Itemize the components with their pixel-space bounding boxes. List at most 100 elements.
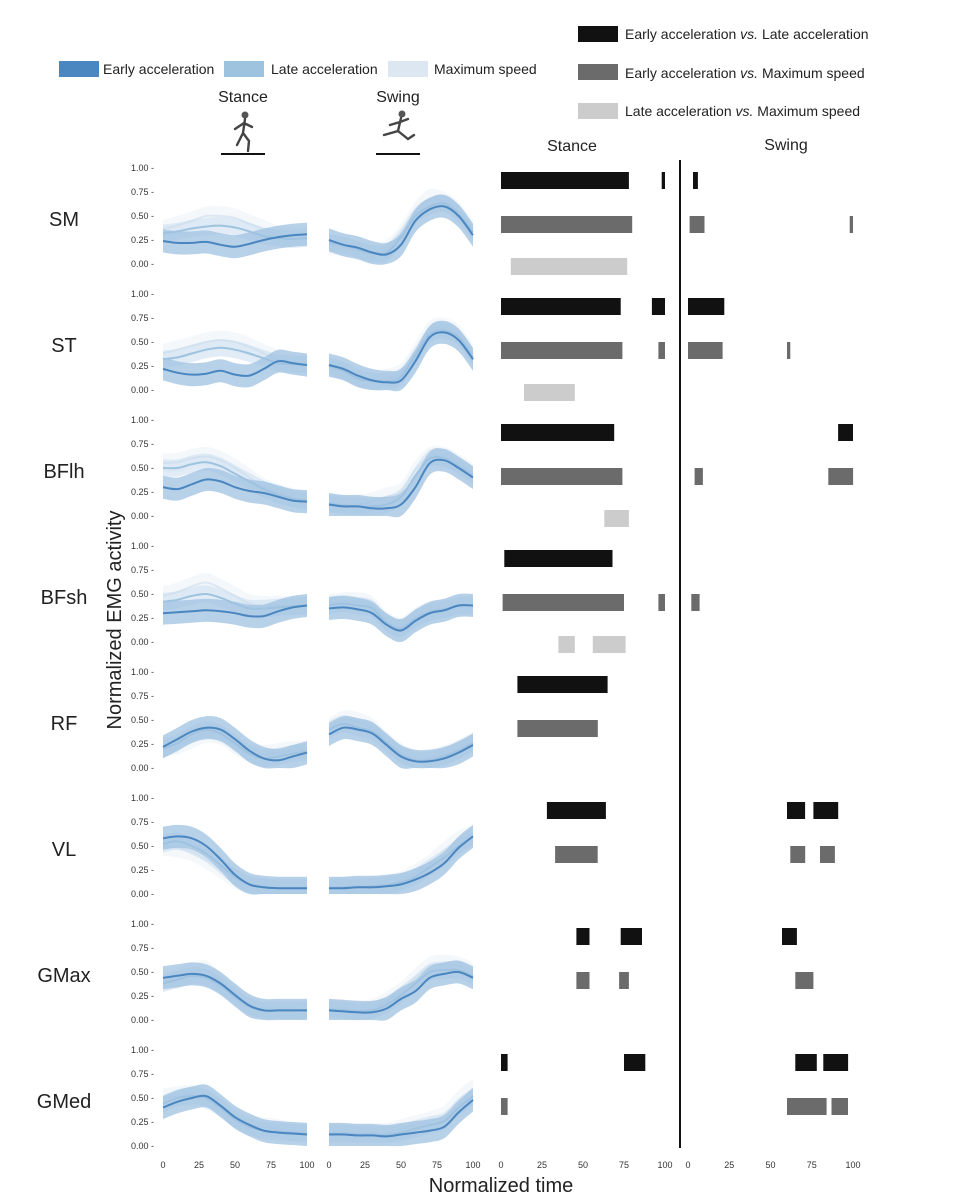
stats-swatch-2 (578, 64, 618, 80)
x-tick-label: 50 (765, 1160, 775, 1170)
significance-bar (787, 342, 791, 359)
stance-header-right: Stance (547, 138, 597, 155)
significance-bar (576, 928, 590, 945)
significance-bar (504, 550, 613, 567)
y-tick-label: 0.00 - (131, 1141, 154, 1151)
emg-band-early (329, 194, 473, 265)
significance-bar (501, 424, 615, 441)
emg-line-early (162, 835, 307, 890)
stats-legend: Early acceleration vs. Late acceleration… (578, 26, 869, 119)
muscle-row-st: ST 0.00 - 0.25 - 0.50 - 0.75 - 1.00 - (51, 289, 791, 401)
significance-bar (688, 298, 725, 315)
significance-bar (661, 172, 665, 189)
y-tick-label: 1.00 - (131, 163, 154, 173)
significance-bar (517, 676, 608, 693)
y-tick-label: 0.75 - (131, 565, 154, 575)
muscle-label: BFlh (43, 461, 84, 483)
significance-bar (501, 1054, 508, 1071)
y-tick-label: 1.00 - (131, 415, 154, 425)
x-tick-label: 0 (326, 1160, 331, 1170)
muscle-row-vl: VL 0.00 - 0.25 - 0.50 - 0.75 - 1.00 - (52, 793, 839, 899)
stats-swatch-3 (578, 103, 618, 119)
x-tick-label: 25 (537, 1160, 547, 1170)
muscle-label: VL (52, 839, 76, 861)
emg-band-early (329, 448, 473, 518)
significance-bar (849, 216, 853, 233)
significance-bar (555, 846, 598, 863)
emg-line-early (162, 1094, 308, 1136)
x-tick-label: 50 (230, 1160, 240, 1170)
significance-bar (658, 342, 665, 359)
y-tick-label: 0.25 - (131, 361, 154, 371)
significance-bar (624, 1054, 646, 1071)
muscle-label: ST (51, 335, 77, 357)
stats-label-1: Early acceleration vs. Late acceleration (625, 26, 869, 42)
significance-bar (502, 594, 624, 611)
y-tick-label: 0.00 - (131, 889, 154, 899)
emg-band-early (329, 715, 473, 769)
y-tick-label: 0.75 - (131, 187, 154, 197)
emg-band-early (163, 962, 307, 1021)
x-tick-label: 25 (194, 1160, 204, 1170)
significance-bar (691, 594, 700, 611)
y-tick-label: 0.00 - (131, 763, 154, 773)
x-tick-label: 75 (807, 1160, 817, 1170)
emg-band-early (163, 222, 307, 259)
y-axis-title: Normalized EMG activity (104, 511, 126, 730)
significance-bar (524, 384, 575, 401)
emg-line-early (328, 458, 474, 510)
y-tick-label: 0.00 - (131, 637, 154, 647)
emg-band-early (163, 1084, 307, 1146)
y-tick-label: 0.75 - (131, 817, 154, 827)
emg-line-early (162, 359, 308, 377)
y-tick-label: 0.25 - (131, 991, 154, 1001)
significance-bar (651, 298, 665, 315)
x-tick-label: 75 (432, 1160, 442, 1170)
y-tick-label: 0.50 - (131, 589, 154, 599)
y-tick-label: 0.25 - (131, 613, 154, 623)
legend-swatch-early (59, 61, 99, 77)
legend-label-max: Maximum speed (434, 61, 537, 77)
y-tick-label: 0.50 - (131, 1093, 154, 1103)
swing-header-left: Swing (376, 89, 420, 106)
x-tick-label: 50 (578, 1160, 588, 1170)
significance-bar (813, 802, 839, 819)
significance-bar (831, 1098, 848, 1115)
muscle-label: BFsh (41, 587, 88, 609)
significance-bar (694, 468, 703, 485)
y-tick-label: 1.00 - (131, 541, 154, 551)
emg-line-early (328, 604, 474, 632)
significance-bar (501, 172, 629, 189)
emg-band-early (329, 593, 473, 643)
significance-bar (592, 636, 626, 653)
significance-bar (823, 1054, 849, 1071)
legend-label-early: Early acceleration (103, 61, 214, 77)
runner-swing-icon (376, 110, 420, 155)
plots-area: SM 0.00 - 0.25 - 0.50 - 0.75 - 1.00 - ST 0.00 -… (37, 163, 861, 1170)
significance-bar (501, 468, 623, 485)
stats-label-2: Early acceleration vs. Maximum speed (625, 65, 865, 81)
emg-band-early (163, 467, 307, 514)
x-tick-label: 25 (360, 1160, 370, 1170)
y-tick-label: 1.00 - (131, 289, 154, 299)
y-tick-label: 0.00 - (131, 259, 154, 269)
significance-bar (790, 846, 806, 863)
muscle-row-gmax: GMax 0.00 - 0.25 - 0.50 - 0.75 - 1.00 - (37, 919, 814, 1025)
significance-bar (501, 1098, 508, 1115)
significance-bar (795, 1054, 817, 1071)
muscle-label: GMax (37, 965, 90, 987)
y-tick-label: 0.25 - (131, 739, 154, 749)
significance-bar (501, 216, 633, 233)
muscle-row-sm: SM 0.00 - 0.25 - 0.50 - 0.75 - 1.00 - (49, 163, 853, 275)
x-tick-label: 25 (724, 1160, 734, 1170)
significance-bar (517, 720, 598, 737)
significance-bar (689, 216, 705, 233)
significance-bar (510, 258, 628, 275)
y-tick-label: 0.75 - (131, 1069, 154, 1079)
emg-line-early (328, 1099, 474, 1138)
swing-header-right: Swing (764, 137, 808, 154)
muscle-row-gmed: GMed 0.00 - 0.25 - 0.50 - 0.75 - 1.00 - (37, 1045, 849, 1151)
emg-band-early (329, 320, 473, 392)
significance-bar (787, 802, 806, 819)
significance-bar (501, 342, 623, 359)
